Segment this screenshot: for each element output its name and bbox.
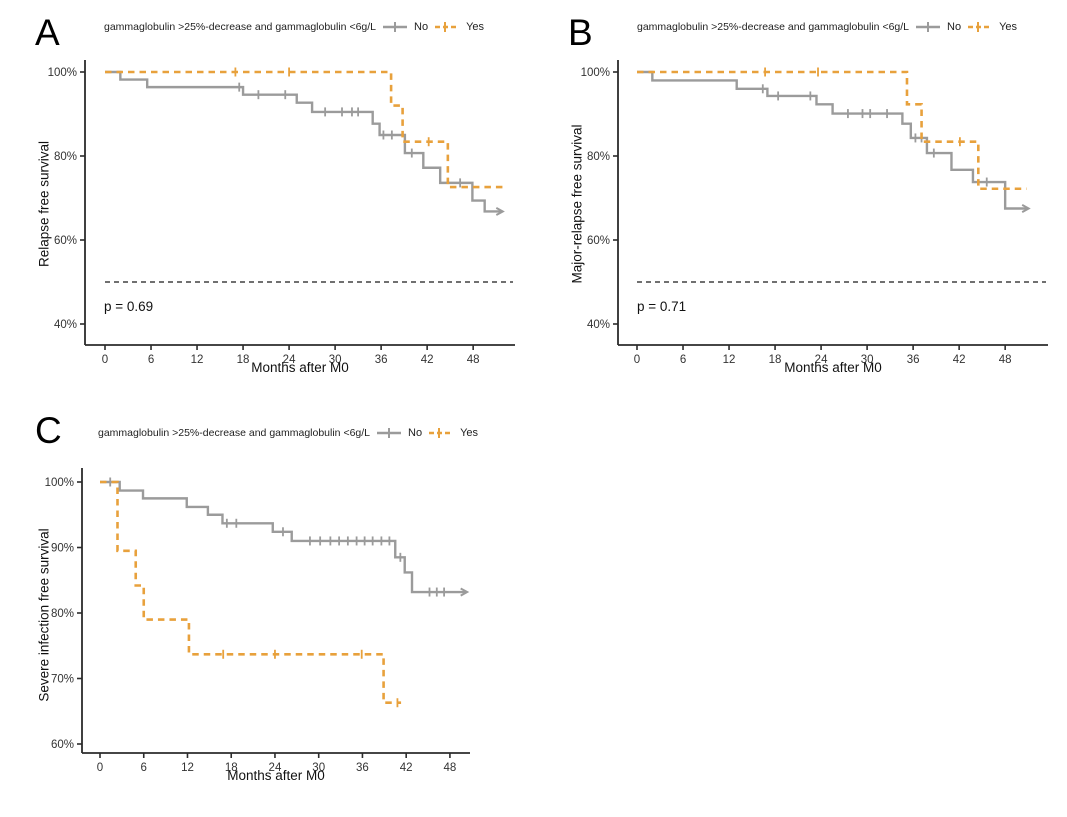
p-value-b: p = 0.71 <box>637 299 687 314</box>
y-tick-label: 100% <box>581 67 610 79</box>
y-tick-label: 100% <box>45 477 74 489</box>
km-curve-yes <box>105 70 506 189</box>
km-plot-b: 100% 80% 60% 40% 0 6 12 18 24 30 36 42 48 <box>581 60 1048 366</box>
legend-label-no: No <box>414 21 429 33</box>
x-tick-label: 12 <box>723 354 736 366</box>
curve-end-arrow <box>1021 204 1031 213</box>
y-tick-label: 40% <box>587 319 610 331</box>
x-tick-label: 24 <box>283 354 296 366</box>
x-tick-label: 30 <box>329 354 342 366</box>
x-axis-label-a: Months after M0 <box>251 360 349 375</box>
legend-title: gammaglobulin >25%-decrease and gammaglo… <box>637 21 910 33</box>
km-plot-a: 100% 80% 60% 40% 0 6 12 18 24 30 36 42 48 <box>48 60 515 366</box>
panel-c: 100% 90% 80% 70% 60% 0 6 12 18 24 30 36 42 48 C gamma… <box>0 400 560 817</box>
km-curve-no <box>637 70 1029 210</box>
y-tick-label: 80% <box>54 151 77 163</box>
y-tick-label: 90% <box>51 543 74 555</box>
x-tick-label: 30 <box>312 762 325 774</box>
legend-key-yes-icon <box>968 22 993 32</box>
x-tick-label: 42 <box>400 762 413 774</box>
legend-title: gammaglobulin >25%-decrease and gammaglo… <box>104 21 377 33</box>
y-axis-label-a: Relapse free survival <box>36 140 52 268</box>
x-axis-label-c: Months after M0 <box>227 768 325 783</box>
legend-key-yes-icon <box>429 428 454 438</box>
legend-label-yes: Yes <box>466 21 485 33</box>
y-axis-label-b: Major-relapse free survival <box>569 124 585 284</box>
y-tick-label: 40% <box>54 319 77 331</box>
km-curve-yes <box>637 70 1027 191</box>
legend-label-no: No <box>408 427 423 439</box>
legend-c: gammaglobulin >25%-decrease and gammaglo… <box>98 427 478 439</box>
y-tick-label: 80% <box>51 608 74 620</box>
curve-end-arrow <box>495 206 505 216</box>
x-tick-label: 24 <box>269 762 282 774</box>
y-tick-label: 80% <box>587 151 610 163</box>
x-tick-label: 36 <box>375 354 388 366</box>
x-tick-label: 36 <box>356 762 369 774</box>
x-tick-label: 0 <box>97 762 103 774</box>
km-curve-yes <box>100 480 402 705</box>
x-tick-label: 48 <box>467 354 480 366</box>
km-curve-no <box>105 70 503 213</box>
y-tick-label: 60% <box>51 739 74 751</box>
legend-label-yes: Yes <box>999 21 1018 33</box>
legend-label-yes: Yes <box>460 427 479 439</box>
x-axis-label-b: Months after M0 <box>784 360 882 375</box>
p-value-a: p = 0.69 <box>104 299 154 314</box>
panel-b: 100% 80% 60% 40% 0 6 12 18 24 30 36 42 48 B gammaglo… <box>533 0 1067 390</box>
curve-end-arrow <box>460 587 470 597</box>
x-tick-label: 24 <box>815 354 828 366</box>
panel-a: 100% 80% 60% 40% 0 6 12 18 24 30 36 42 48 A gammaglo… <box>0 0 533 390</box>
x-tick-label: 30 <box>861 354 874 366</box>
x-tick-label: 36 <box>907 354 920 366</box>
x-tick-label: 0 <box>102 354 108 366</box>
y-axis-label-c: Severe infection free survival <box>36 528 52 702</box>
x-tick-label: 6 <box>680 354 686 366</box>
km-plot-c: 100% 90% 80% 70% 60% 0 6 12 18 24 30 36 42 48 <box>45 468 470 774</box>
legend-key-no-icon <box>377 428 402 438</box>
x-tick-label: 12 <box>191 354 204 366</box>
panel-letter-b: B <box>568 12 593 53</box>
km-curve-no <box>100 480 467 594</box>
legend-key-yes-icon <box>435 22 460 32</box>
panel-letter-c: C <box>35 410 62 451</box>
legend-label-no: No <box>947 21 962 33</box>
legend-key-no-icon <box>916 22 941 32</box>
x-tick-label: 18 <box>225 762 238 774</box>
legend-title: gammaglobulin >25%-decrease and gammaglo… <box>98 427 371 439</box>
x-tick-label: 18 <box>237 354 250 366</box>
y-tick-label: 70% <box>51 674 74 686</box>
x-tick-label: 0 <box>634 354 640 366</box>
x-tick-label: 6 <box>141 762 147 774</box>
y-tick-label: 60% <box>587 235 610 247</box>
x-tick-label: 6 <box>148 354 154 366</box>
x-tick-label: 18 <box>769 354 782 366</box>
y-tick-label: 100% <box>48 67 77 79</box>
x-tick-label: 12 <box>181 762 194 774</box>
y-tick-label: 60% <box>54 235 77 247</box>
x-tick-label: 48 <box>999 354 1012 366</box>
x-tick-label: 42 <box>421 354 434 366</box>
legend-a: gammaglobulin >25%-decrease and gammaglo… <box>104 21 484 33</box>
legend-key-no-icon <box>383 22 408 32</box>
panel-letter-a: A <box>35 12 60 53</box>
x-tick-label: 42 <box>953 354 966 366</box>
legend-b: gammaglobulin >25%-decrease and gammaglo… <box>637 21 1017 33</box>
x-tick-label: 48 <box>444 762 457 774</box>
